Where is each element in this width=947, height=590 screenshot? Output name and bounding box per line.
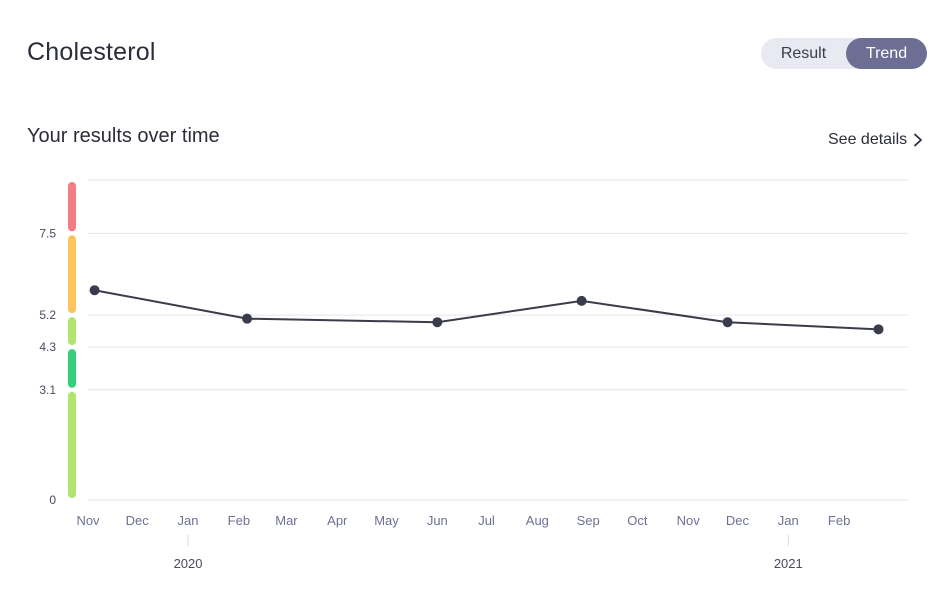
y-tick-label: 4.3 (39, 340, 56, 354)
range-segment (68, 317, 76, 346)
data-point (576, 295, 587, 306)
x-tick-label: Nov (76, 513, 100, 528)
x-tick-label: Jul (478, 513, 495, 528)
section-title: Your results over time (27, 125, 220, 147)
x-tick-label: Mar (275, 513, 298, 528)
range-segment (68, 235, 76, 314)
data-point (432, 317, 443, 328)
year-label: 2020 (174, 556, 203, 571)
y-tick-label: 7.5 (39, 226, 56, 240)
x-tick-label: Apr (327, 513, 348, 528)
series-line (94, 289, 879, 331)
x-tick-label: May (374, 513, 399, 528)
trend-tab-button[interactable]: Trend (846, 38, 927, 69)
view-toggle: Result Trend (761, 38, 927, 69)
y-tick-label: 0 (49, 493, 56, 507)
y-tick-label: 5.2 (39, 308, 56, 322)
data-point (722, 317, 733, 328)
x-tick-label: Sep (577, 513, 600, 528)
x-tick-label: Jan (778, 513, 799, 528)
range-segment (68, 182, 76, 232)
data-point (873, 324, 884, 335)
range-segment (68, 391, 76, 498)
data-point (89, 285, 100, 296)
page-title: Cholesterol (27, 38, 156, 66)
x-tick-label: Dec (126, 513, 150, 528)
data-point (242, 313, 253, 324)
x-tick-label: Jun (427, 513, 448, 528)
result-tab-button[interactable]: Result (780, 45, 827, 62)
x-tick-label: Aug (526, 513, 549, 528)
x-tick-label: Feb (228, 513, 250, 528)
chevron-right-icon (913, 133, 923, 147)
x-tick-label: Nov (677, 513, 701, 528)
x-tick-label: Feb (828, 513, 850, 528)
y-tick-label: 3.1 (39, 383, 56, 397)
range-segment (68, 349, 76, 388)
see-details-label: See details (828, 131, 908, 148)
x-tick-label: Dec (726, 513, 750, 528)
x-tick-label: Jan (178, 513, 199, 528)
x-tick-label: Oct (627, 513, 648, 528)
see-details-link[interactable]: See details (828, 131, 923, 149)
year-label: 2021 (774, 556, 803, 571)
